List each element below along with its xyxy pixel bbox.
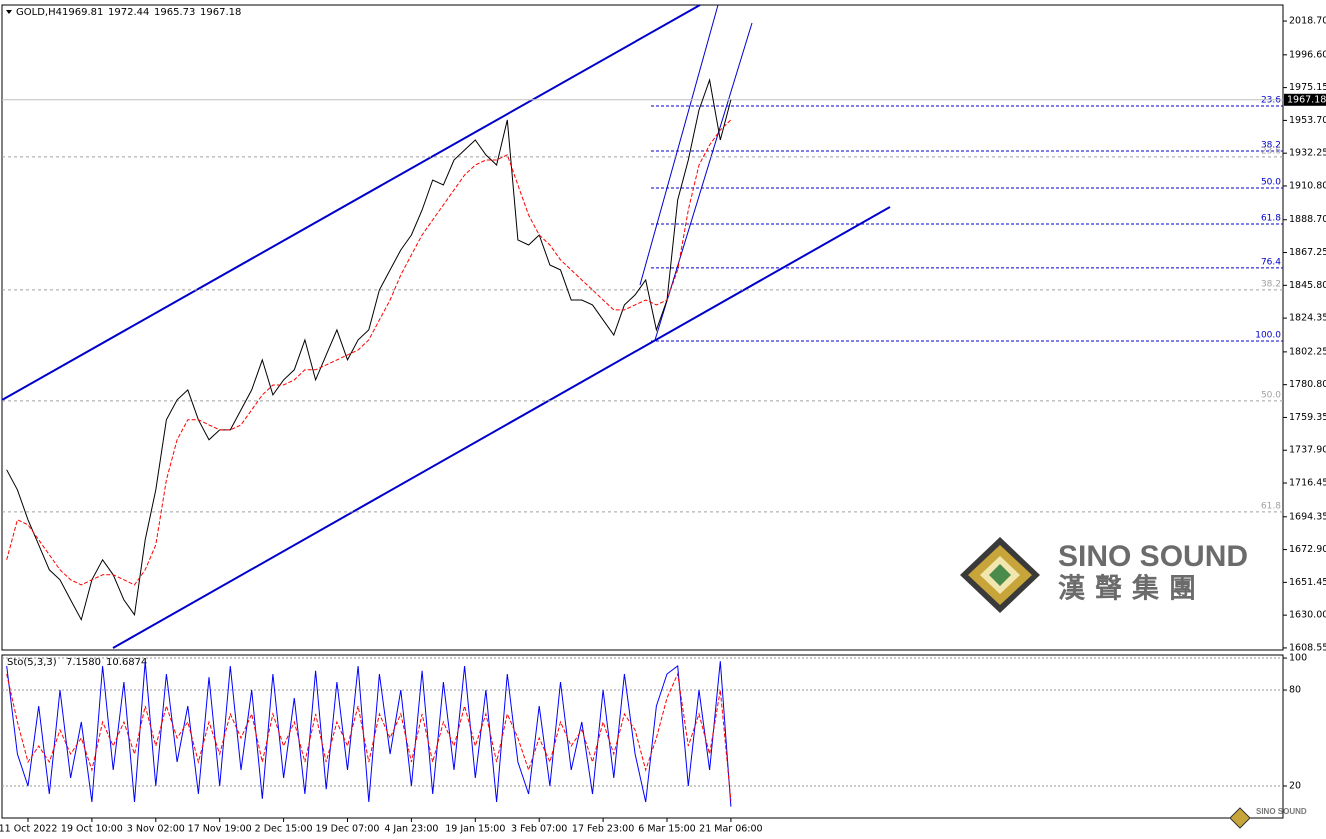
logo-small-name: SINO SOUND — [1256, 807, 1307, 816]
y-tick-label: 1845.80 — [1289, 280, 1326, 291]
y-tick-label: 2018.70 — [1289, 16, 1326, 27]
y-tick-label: 1802.25 — [1289, 346, 1326, 357]
x-tick-label: 2 Dec 15:00 — [255, 824, 313, 835]
x-tick-label: 3 Feb 07:00 — [511, 824, 567, 835]
y-tick-label: 1716.45 — [1289, 478, 1326, 489]
y-tick-label: 20 — [1289, 781, 1301, 792]
fib-label: 50.0 — [1261, 390, 1281, 400]
y-tick-label: 1651.45 — [1289, 577, 1326, 588]
last-price-label: 1967.18 — [1287, 94, 1326, 105]
fib-label: 61.8 — [1261, 501, 1281, 511]
x-tick-label: 19 Jan 15:00 — [445, 824, 505, 835]
indicator-pane — [1, 654, 1284, 819]
fib-label: 76.4 — [1261, 257, 1281, 267]
indicator-title: Sto(5,3,3) — [7, 657, 57, 668]
ohlc-value: 1972.44 — [108, 7, 149, 18]
fib-label: 61.8 — [1261, 214, 1281, 224]
series-line — [6, 661, 732, 807]
y-tick-label: 1953.70 — [1289, 115, 1326, 126]
channel-lower — [112, 206, 891, 649]
fib-label: 38.2 — [1261, 279, 1281, 289]
y-tick-label: 1694.35 — [1289, 511, 1326, 522]
logo-name: SINO SOUND — [1058, 540, 1248, 573]
indicator-readout: 10.6874 — [106, 657, 147, 668]
x-tick-label: 4 Jan 23:00 — [384, 824, 438, 835]
fib-label: 50.0 — [1261, 177, 1281, 187]
menu-arrow[interactable] — [6, 10, 12, 14]
y-tick-label: 1867.25 — [1289, 247, 1326, 258]
y-tick-label: 100 — [1289, 653, 1307, 664]
series-line — [6, 119, 732, 586]
x-tick-label: 19 Oct 10:00 — [61, 824, 123, 835]
y-tick-label: 1932.25 — [1289, 148, 1326, 159]
y-tick-label: 1608.55 — [1289, 642, 1326, 653]
series-line — [6, 672, 732, 801]
y-tick-label: 1996.60 — [1289, 49, 1326, 60]
ohlc-value: 1965.73 — [154, 7, 195, 18]
x-tick-label: 21 Mar 06:00 — [699, 824, 762, 835]
fib-label: 23.6 — [1261, 96, 1281, 106]
y-tick-label: 1975.15 — [1289, 82, 1326, 93]
ohlc-value: 1969.81 — [62, 7, 103, 18]
fib-label: 100.0 — [1255, 330, 1281, 340]
ohlc-value: 1967.18 — [200, 7, 241, 18]
y-tick-label: 1759.35 — [1289, 412, 1326, 423]
logo-subtitle: 漢聲集團 — [1058, 573, 1206, 605]
indicator-readout: 7.1580 — [66, 657, 101, 668]
x-tick-label: 11 Oct 2022 — [0, 824, 57, 835]
y-tick-label: 1910.80 — [1289, 180, 1326, 191]
series-line — [6, 78, 732, 622]
y-tick-label: 1824.35 — [1289, 313, 1326, 324]
y-tick-label: 80 — [1289, 685, 1301, 696]
channel-upper — [1, 4, 701, 401]
symbol: GOLD,H4 — [16, 7, 62, 18]
x-tick-label: 17 Nov 19:00 — [188, 824, 252, 835]
y-tick-label: 1630.00 — [1289, 610, 1326, 621]
y-tick-label: 1737.90 — [1289, 445, 1326, 456]
fib-label: 23.6 — [1261, 146, 1281, 156]
x-tick-label: 3 Nov 02:00 — [127, 824, 185, 835]
logo-small: SINO SOUND — [1229, 807, 1307, 829]
y-tick-label: 1888.70 — [1289, 214, 1326, 225]
last-price-box — [1284, 93, 1326, 106]
x-tick-label: 17 Feb 23:00 — [572, 824, 634, 835]
trend-line — [639, 4, 719, 286]
main-pane — [1, 4, 1284, 651]
logo: SINO SOUND 漢聲集團 — [960, 537, 1248, 613]
fib-label: 38.2 — [1261, 140, 1281, 150]
y-tick-label: 1672.90 — [1289, 544, 1326, 555]
x-tick-label: 19 Dec 07:00 — [316, 824, 380, 835]
y-tick-label: 1780.80 — [1289, 379, 1326, 390]
x-tick-label: 6 Mar 15:00 — [638, 824, 695, 835]
